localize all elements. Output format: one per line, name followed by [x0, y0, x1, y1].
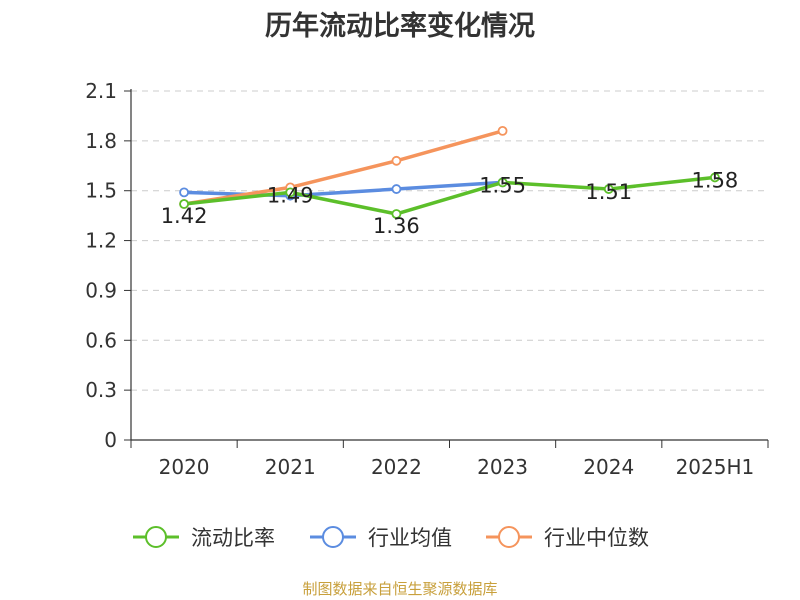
- data-label: 1.51: [585, 180, 632, 204]
- y-tick-label: 1.8: [85, 129, 117, 153]
- data-label: 1.55: [479, 173, 526, 197]
- data-point-2: [497, 125, 508, 136]
- y-tick-label: 0: [104, 428, 117, 452]
- y-tick-label: 0.3: [85, 378, 117, 402]
- data-source-note: 制图数据来自恒生聚源数据库: [302, 580, 498, 598]
- y-tick-label: 0.6: [85, 328, 117, 352]
- legend-swatch-marker: [498, 526, 520, 548]
- data-point-0: [710, 172, 720, 183]
- x-tick-label: 2022: [371, 455, 422, 479]
- data-point-2: [391, 155, 402, 166]
- legend-label: 行业均值: [368, 526, 452, 550]
- data-point-0: [179, 199, 189, 209]
- data-label: 1.58: [692, 168, 739, 192]
- data-point-0: [603, 184, 614, 194]
- x-tick-label: 2023: [477, 455, 528, 479]
- data-point-0: [285, 187, 296, 198]
- y-tick-label: 0.9: [85, 278, 117, 302]
- x-tick-label: 2020: [159, 455, 210, 479]
- data-point-0: [391, 209, 402, 219]
- y-tick-label: 2.1: [85, 79, 117, 103]
- series-line-0: [183, 175, 716, 216]
- x-tick-label: 2024: [583, 455, 634, 479]
- legend-swatch-marker: [145, 526, 167, 548]
- data-label: 1.36: [373, 214, 420, 238]
- x-tick-label: 2025H1: [676, 455, 755, 479]
- legend-label: 流动比率: [191, 526, 275, 550]
- data-point-1: [391, 184, 402, 194]
- legend-label: 行业中位数: [544, 526, 649, 550]
- y-tick-label: 1.2: [85, 229, 117, 253]
- legend-swatch-marker: [322, 526, 344, 548]
- data-point-1: [179, 187, 189, 198]
- data-label: 1.42: [161, 204, 208, 228]
- data-label: 1.49: [267, 183, 314, 207]
- y-tick-label: 1.5: [85, 179, 117, 203]
- series-line-1: [184, 180, 503, 198]
- chart-title: 历年流动比率变化情况: [265, 11, 535, 42]
- series-line-2: [183, 129, 504, 206]
- data-point-0: [497, 177, 508, 188]
- x-tick-label: 2021: [265, 455, 316, 479]
